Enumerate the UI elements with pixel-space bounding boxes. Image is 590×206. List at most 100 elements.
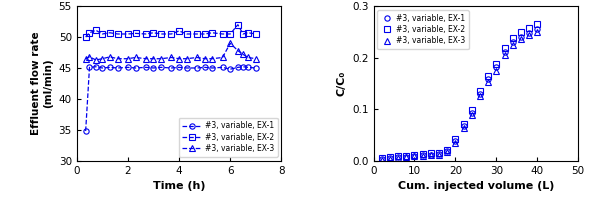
- #3, variable, EX-3: [234, 49, 241, 52]
- #3, variable, EX-3: [395, 156, 402, 159]
- #3, variable, EX-3: [386, 158, 394, 160]
- #3, variable, EX-1: [476, 92, 483, 95]
- #3, variable, EX-2: [427, 152, 434, 155]
- #3, variable, EX-1: [526, 32, 533, 34]
- #3, variable, EX-2: [168, 33, 175, 35]
- #3, variable, EX-1: [219, 66, 226, 69]
- #3, variable, EX-1: [99, 67, 106, 69]
- #3, variable, EX-2: [93, 29, 100, 32]
- #3, variable, EX-3: [444, 151, 451, 154]
- #3, variable, EX-3: [460, 127, 467, 130]
- #3, variable, EX-1: [427, 153, 434, 156]
- #3, variable, EX-3: [427, 154, 434, 156]
- Legend: #3, variable, EX-1, #3, variable, EX-2, #3, variable, EX-3: #3, variable, EX-1, #3, variable, EX-2, …: [378, 10, 468, 49]
- #3, variable, EX-1: [403, 155, 410, 158]
- #3, variable, EX-3: [201, 57, 208, 60]
- #3, variable, EX-3: [419, 154, 426, 157]
- #3, variable, EX-3: [124, 57, 132, 60]
- #3, variable, EX-1: [419, 154, 426, 156]
- #3, variable, EX-2: [419, 153, 426, 155]
- #3, variable, EX-3: [435, 153, 442, 156]
- #3, variable, EX-2: [201, 33, 208, 35]
- #3, variable, EX-2: [234, 23, 241, 26]
- #3, variable, EX-2: [82, 36, 89, 38]
- #3, variable, EX-1: [435, 153, 442, 155]
- #3, variable, EX-1: [201, 66, 208, 69]
- #3, variable, EX-3: [106, 56, 113, 58]
- #3, variable, EX-2: [526, 27, 533, 29]
- #3, variable, EX-1: [86, 66, 93, 69]
- #3, variable, EX-3: [175, 57, 182, 60]
- #3, variable, EX-3: [194, 56, 201, 59]
- #3, variable, EX-1: [93, 66, 100, 68]
- #3, variable, EX-3: [378, 159, 385, 162]
- #3, variable, EX-1: [227, 68, 234, 70]
- #3, variable, EX-1: [452, 140, 459, 142]
- #3, variable, EX-2: [435, 152, 442, 154]
- #3, variable, EX-1: [484, 78, 491, 81]
- #3, variable, EX-1: [501, 50, 508, 53]
- #3, variable, EX-2: [403, 154, 410, 157]
- #3, variable, EX-2: [240, 33, 247, 35]
- #3, variable, EX-2: [395, 155, 402, 157]
- #3, variable, EX-2: [124, 33, 132, 35]
- #3, variable, EX-3: [150, 57, 157, 60]
- Y-axis label: Effluent flow rate
(ml/min): Effluent flow rate (ml/min): [31, 32, 53, 135]
- #3, variable, EX-1: [253, 67, 260, 69]
- #3, variable, EX-1: [534, 28, 541, 31]
- #3, variable, EX-3: [227, 42, 234, 44]
- #3, variable, EX-1: [234, 66, 241, 69]
- #3, variable, EX-2: [452, 138, 459, 140]
- #3, variable, EX-2: [378, 157, 385, 159]
- #3, variable, EX-2: [106, 32, 113, 34]
- #3, variable, EX-3: [132, 56, 139, 59]
- #3, variable, EX-3: [253, 57, 260, 60]
- Line: #3, variable, EX-2: #3, variable, EX-2: [83, 22, 258, 40]
- Legend: #3, variable, EX-1, #3, variable, EX-2, #3, variable, EX-3: #3, variable, EX-1, #3, variable, EX-2, …: [179, 118, 277, 157]
- #3, variable, EX-1: [460, 124, 467, 127]
- #3, variable, EX-3: [240, 53, 247, 56]
- #3, variable, EX-1: [395, 156, 402, 158]
- #3, variable, EX-1: [209, 67, 216, 69]
- #3, variable, EX-3: [411, 155, 418, 157]
- #3, variable, EX-2: [99, 33, 106, 35]
- #3, variable, EX-2: [150, 32, 157, 34]
- #3, variable, EX-3: [517, 38, 525, 40]
- #3, variable, EX-3: [526, 34, 533, 36]
- #3, variable, EX-1: [493, 66, 500, 68]
- #3, variable, EX-3: [452, 142, 459, 144]
- #3, variable, EX-3: [99, 57, 106, 60]
- #3, variable, EX-2: [245, 32, 252, 34]
- #3, variable, EX-2: [132, 32, 139, 35]
- Line: #3, variable, EX-1: #3, variable, EX-1: [83, 64, 258, 134]
- #3, variable, EX-2: [493, 63, 500, 65]
- #3, variable, EX-2: [158, 33, 165, 35]
- #3, variable, EX-3: [493, 69, 500, 72]
- #3, variable, EX-2: [227, 33, 234, 35]
- #3, variable, EX-3: [403, 156, 410, 158]
- #3, variable, EX-3: [168, 56, 175, 59]
- #3, variable, EX-1: [132, 67, 139, 69]
- #3, variable, EX-1: [411, 154, 418, 157]
- #3, variable, EX-1: [240, 66, 247, 68]
- #3, variable, EX-3: [534, 31, 541, 33]
- #3, variable, EX-3: [86, 56, 93, 58]
- #3, variable, EX-2: [476, 89, 483, 92]
- #3, variable, EX-1: [168, 67, 175, 69]
- #3, variable, EX-1: [124, 66, 132, 69]
- #3, variable, EX-1: [468, 112, 476, 115]
- #3, variable, EX-2: [460, 122, 467, 125]
- #3, variable, EX-1: [106, 66, 113, 69]
- Line: #3, variable, EX-2: #3, variable, EX-2: [379, 22, 540, 161]
- #3, variable, EX-3: [468, 114, 476, 117]
- #3, variable, EX-1: [386, 157, 394, 159]
- #3, variable, EX-3: [509, 44, 516, 47]
- #3, variable, EX-1: [142, 66, 149, 69]
- #3, variable, EX-1: [245, 66, 252, 69]
- #3, variable, EX-1: [194, 67, 201, 69]
- #3, variable, EX-2: [253, 33, 260, 35]
- #3, variable, EX-1: [444, 150, 451, 153]
- #3, variable, EX-3: [209, 57, 216, 60]
- #3, variable, EX-1: [183, 67, 190, 69]
- #3, variable, EX-1: [150, 67, 157, 69]
